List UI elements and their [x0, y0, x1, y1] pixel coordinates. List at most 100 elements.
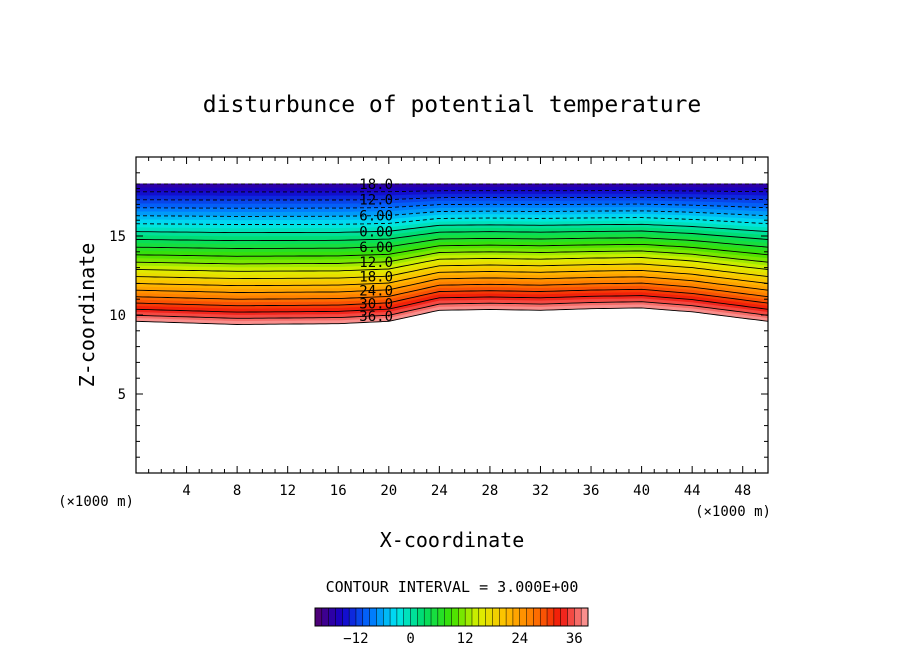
colorbar-cell [424, 608, 432, 626]
contour-label: 36.0 [359, 309, 393, 325]
contour-line [136, 263, 768, 280]
x-tick-label: 40 [633, 483, 650, 499]
contour-line [136, 257, 768, 272]
colorbar-cell [506, 608, 514, 626]
contour-line [136, 295, 768, 313]
colorbar-cell [335, 608, 343, 626]
colorbar-cell [403, 608, 411, 626]
y-tick-label: 5 [118, 387, 126, 403]
contour-line [136, 230, 768, 242]
contour-line-negative [136, 203, 768, 209]
contour-line-negative [136, 217, 768, 225]
contour-label: 24.0 [359, 283, 393, 299]
colorbar-tick-label: 24 [511, 631, 528, 647]
colorbar: −12 0 12 24 36 [314, 607, 589, 647]
x-tick-label: 44 [684, 483, 701, 499]
x-unit-right: (×1000 m) [695, 504, 771, 520]
colorbar-cell [451, 608, 459, 626]
colorbar-cell [485, 608, 493, 626]
colorbar-cell [396, 608, 405, 626]
x-unit-left: (×1000 m) [58, 494, 134, 510]
colorbar-cell [560, 608, 568, 626]
contour-label: 12.0 [359, 255, 393, 271]
x-tick-label: 12 [279, 483, 296, 499]
contour-line [136, 237, 768, 249]
colorbar-cell [349, 608, 357, 626]
colorbar-cell [355, 608, 364, 626]
colorbar-cell [499, 608, 507, 626]
colorbar-cell [315, 608, 323, 626]
colorbar-cell [519, 608, 527, 626]
colorbar-cell [362, 608, 370, 626]
colorbar-cell [547, 608, 555, 626]
contour-line-negative [136, 210, 768, 217]
contour-line-negative [136, 196, 768, 201]
colorbar-cell [369, 608, 377, 626]
colorbar-cell [512, 608, 521, 626]
y-tick-label: 15 [109, 229, 126, 245]
colorbar-frame [314, 607, 589, 627]
contour-label: 12.0 [359, 193, 393, 209]
contour-line [136, 250, 768, 265]
contour-label: 6.00 [359, 209, 393, 225]
colorbar-cell [478, 608, 486, 626]
x-axis-ticks: 4 8 12 16 20 24 28 32 36 40 44 48 [148, 157, 756, 499]
contour-label: 30.0 [359, 296, 393, 312]
colorbar-cell [376, 608, 384, 626]
colorbar-cell [383, 608, 391, 626]
colorbar-tick-label: 0 [406, 631, 414, 647]
contour-line [136, 243, 768, 257]
y-tick-label: 10 [109, 308, 126, 324]
contour-line [136, 301, 768, 319]
contour-interval-label: CONTOUR INTERVAL = 3.000E+00 [326, 578, 579, 596]
colorbar-cell [328, 608, 336, 626]
contour-lines [136, 183, 768, 325]
x-tick-label: 20 [380, 483, 397, 499]
contour-line-negative [136, 190, 768, 193]
colorbar-cell [458, 608, 466, 626]
contour-line [136, 288, 768, 307]
contour-line [136, 282, 768, 300]
y-axis-label: Z-coordinate [75, 243, 99, 388]
colorbar-cell [437, 608, 445, 626]
contour-label: 18.0 [359, 270, 393, 286]
contour-line [136, 276, 768, 293]
colorbar-cell [533, 608, 541, 626]
colorbar-cell [540, 608, 548, 626]
colorbar-cell [342, 608, 350, 626]
colorbar-tick-label: 36 [566, 631, 583, 647]
x-tick-label: 48 [734, 483, 751, 499]
x-tick-label: 4 [182, 483, 190, 499]
temperature-field [136, 183, 768, 325]
colorbar-cell [567, 608, 575, 626]
x-tick-label: 28 [481, 483, 498, 499]
colorbar-cell [471, 608, 480, 626]
chart-title: disturbunce of potential temperature [203, 92, 702, 118]
colorbar-tick-label: 12 [457, 631, 474, 647]
x-axis-label: X-coordinate [380, 528, 525, 552]
colorbar-cell [465, 608, 473, 626]
colorbar-cell [444, 608, 452, 626]
colorbar-cell [390, 608, 398, 626]
contour-line [136, 307, 768, 325]
y-axis-ticks: 5 10 15 [109, 172, 768, 458]
x-tick-label: 8 [233, 483, 241, 499]
colorbar-cell [492, 608, 500, 626]
contour-line [136, 269, 768, 287]
x-tick-label: 32 [532, 483, 549, 499]
x-tick-label: 24 [431, 483, 448, 499]
contour-line [136, 223, 768, 234]
contour-label: 0.00 [359, 225, 393, 241]
contour-label: 18.0 [359, 177, 393, 193]
colorbar-cell [321, 608, 329, 626]
x-tick-label: 36 [583, 483, 600, 499]
colorbar-cell [417, 608, 425, 626]
colorbar-cell [431, 608, 439, 626]
colorbar-cell [581, 608, 589, 626]
colorbar-cell [410, 608, 418, 626]
x-tick-label: 16 [330, 483, 347, 499]
colorbar-cell [553, 608, 562, 626]
colorbar-cell [526, 608, 534, 626]
